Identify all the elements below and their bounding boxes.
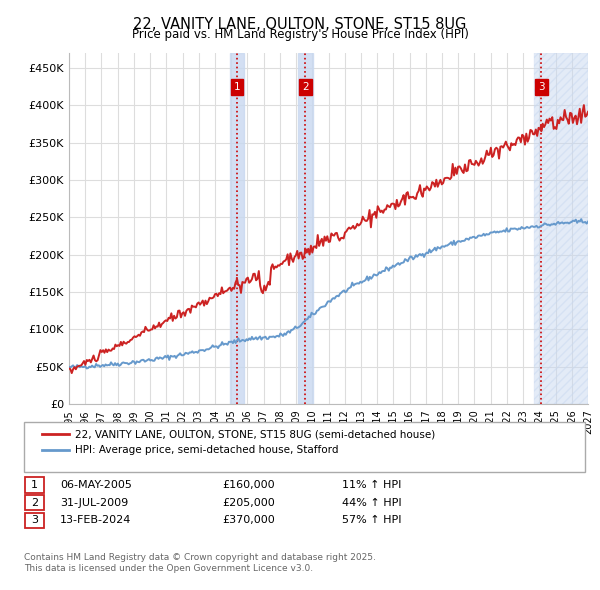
Bar [230, 53, 244, 404]
Text: 13-FEB-2024: 13-FEB-2024 [60, 516, 131, 525]
Bar [298, 53, 313, 404]
Text: 1: 1 [31, 480, 38, 490]
Text: Contains HM Land Registry data © Crown copyright and database right 2025.
This d: Contains HM Land Registry data © Crown c… [24, 553, 376, 573]
Text: HPI: Average price, semi-detached house, Stafford: HPI: Average price, semi-detached house,… [75, 445, 338, 454]
Text: 22, VANITY LANE, OULTON, STONE, ST15 8UG: 22, VANITY LANE, OULTON, STONE, ST15 8UG [133, 17, 467, 31]
Text: 22, VANITY LANE, OULTON, STONE, ST15 8UG (semi-detached house): 22, VANITY LANE, OULTON, STONE, ST15 8UG… [75, 430, 435, 439]
Text: 3: 3 [538, 81, 545, 91]
Text: 2: 2 [302, 81, 309, 91]
Text: Price paid vs. HM Land Registry's House Price Index (HPI): Price paid vs. HM Land Registry's House … [131, 28, 469, 41]
Text: 06-MAY-2005: 06-MAY-2005 [60, 480, 132, 490]
Text: 1: 1 [233, 81, 240, 91]
Text: 2: 2 [31, 498, 38, 507]
Text: £370,000: £370,000 [222, 516, 275, 525]
Text: 3: 3 [31, 516, 38, 525]
Text: 44% ↑ HPI: 44% ↑ HPI [342, 498, 401, 507]
Text: 31-JUL-2009: 31-JUL-2009 [60, 498, 128, 507]
Text: £160,000: £160,000 [222, 480, 275, 490]
Text: £205,000: £205,000 [222, 498, 275, 507]
Text: 57% ↑ HPI: 57% ↑ HPI [342, 516, 401, 525]
Text: 11% ↑ HPI: 11% ↑ HPI [342, 480, 401, 490]
Bar [534, 53, 588, 404]
